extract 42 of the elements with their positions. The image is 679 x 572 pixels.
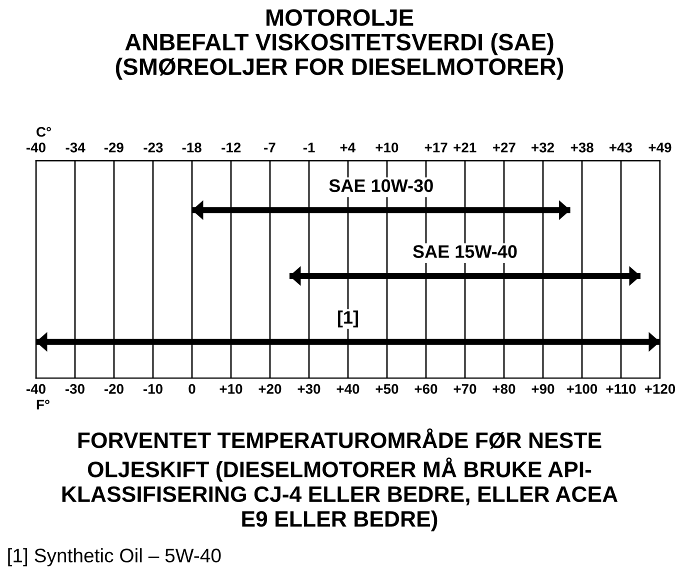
x-tick-label: -10 bbox=[143, 384, 162, 394]
x-tick-label: +30 bbox=[298, 384, 320, 394]
x-tick-label: +20 bbox=[258, 384, 282, 394]
x-tick-label: +70 bbox=[454, 384, 476, 394]
x-tick-label: +110 bbox=[606, 384, 636, 394]
x2-tick-label: -40 bbox=[26, 142, 46, 152]
x-tick-label: -30 bbox=[65, 384, 84, 394]
x2-tick-label: +21 bbox=[454, 142, 476, 152]
x-tick-label: +50 bbox=[376, 384, 398, 394]
chart-title: MOTOROLJE ANBEFALT VISKOSITETSVERDI (SAE) (SMØREOLJER FOR DIESELMOTORER) bbox=[116, 9, 564, 80]
text: [1] Synthetic Oil – 5W-40 bbox=[8, 548, 221, 566]
x2-tick-label: +38 bbox=[570, 142, 594, 152]
x-tick-label: +100 bbox=[566, 384, 598, 394]
x-tick-label: +80 bbox=[492, 384, 516, 394]
y-tick-label: SAE 10W-30 bbox=[329, 179, 433, 192]
x2-tick-label: -18 bbox=[182, 142, 202, 152]
x2-tick-label: +49 bbox=[648, 142, 672, 152]
x-tick-label: +60 bbox=[414, 384, 438, 394]
x-tick-label: -20 bbox=[104, 384, 124, 394]
x2-tick-label: -23 bbox=[144, 142, 163, 152]
x2-tick-label: +4 bbox=[340, 142, 356, 152]
text: FORVENTET TEMPERATUROMRÅDE FØR NESTE OLJESKIFT (DIESELMOTORER MÅ BRUKE API- KLASSIFISERING CJ-4 ELLER BEDRE, ELLER ACEA E9 ELLER BEDRE) bbox=[62, 428, 618, 532]
x-tick-label: +120 bbox=[644, 384, 676, 394]
x-tick-label: +10 bbox=[220, 384, 242, 394]
x2-tick-label: -12 bbox=[222, 142, 241, 152]
x2-tick-label: +27 bbox=[492, 142, 516, 152]
x2-axis-title: C° bbox=[36, 126, 51, 137]
x2-tick-label: -34 bbox=[66, 142, 86, 152]
x2-tick-label: +17 bbox=[424, 142, 448, 152]
x-tick-label: +40 bbox=[336, 384, 360, 394]
x-axis-title: F° bbox=[36, 400, 50, 410]
y-tick-label: [1] bbox=[338, 310, 358, 328]
y-tick-label: SAE 15W-40 bbox=[413, 245, 517, 258]
x2-tick-label: -7 bbox=[264, 142, 276, 152]
x2-tick-label: -29 bbox=[104, 142, 124, 152]
x2-tick-label: +32 bbox=[532, 142, 554, 152]
x2-tick-label: +10 bbox=[376, 142, 398, 152]
x-tick-label: 0 bbox=[188, 384, 196, 394]
x-tick-label: +90 bbox=[532, 384, 554, 394]
x2-tick-label: -1 bbox=[303, 142, 315, 152]
x2-tick-label: +43 bbox=[609, 142, 632, 152]
x-tick-label: -40 bbox=[26, 384, 46, 394]
